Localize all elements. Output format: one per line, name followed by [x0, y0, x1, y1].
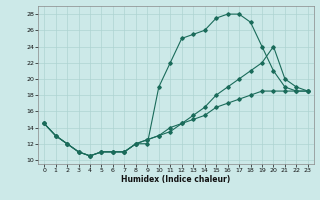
X-axis label: Humidex (Indice chaleur): Humidex (Indice chaleur)	[121, 175, 231, 184]
